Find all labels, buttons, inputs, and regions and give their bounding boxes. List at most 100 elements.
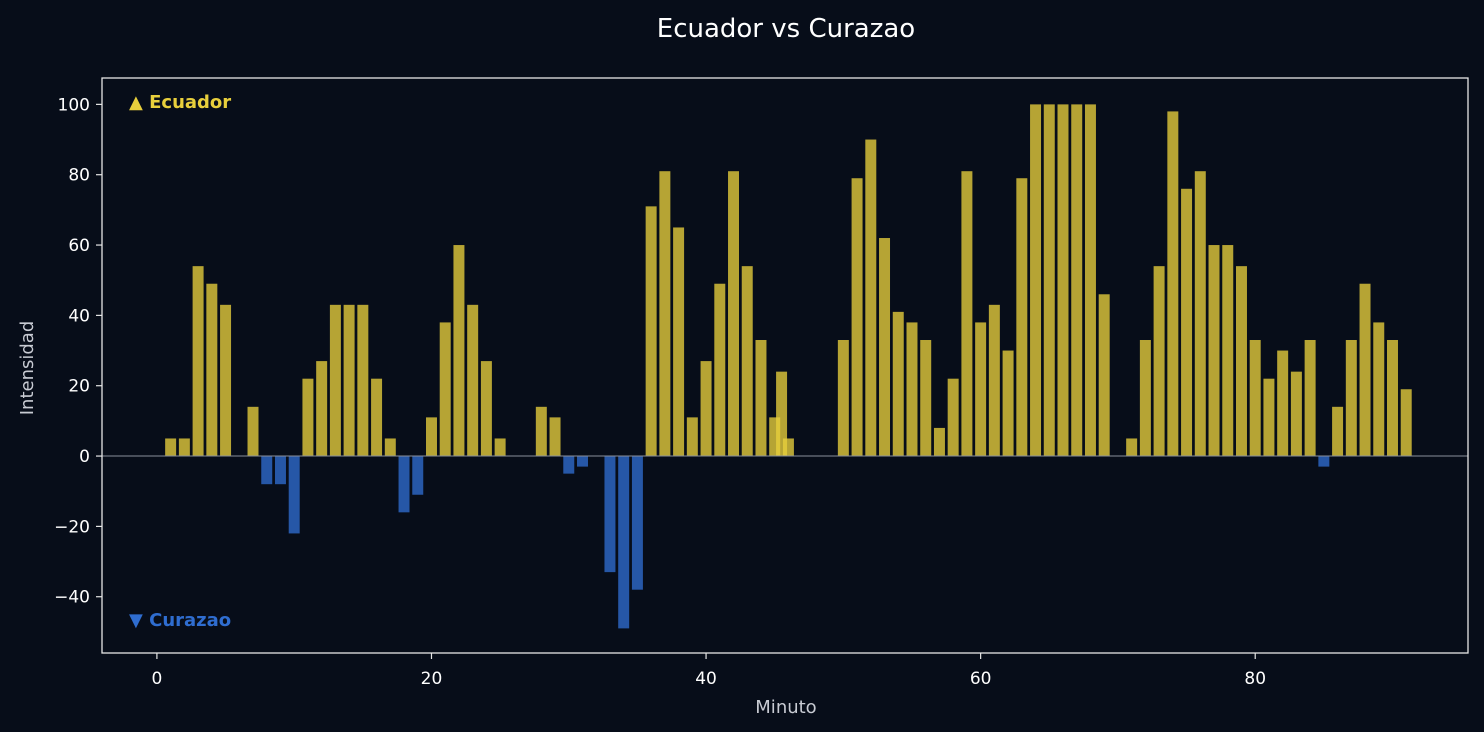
ecuador-bar [1249,340,1261,457]
y-tick-label: 0 [79,447,90,467]
curazao-bar [577,456,588,467]
chart-title: Ecuador vs Curazao [657,14,915,44]
ecuador-bar [1277,350,1289,457]
ecuador-bar [439,322,451,457]
ecuador-bar [1167,111,1179,457]
ecuador-bar [645,206,657,457]
ecuador-bar [714,283,726,457]
ecuador-bar [192,266,204,457]
ecuador-bar [933,427,945,457]
ecuador-bar [659,171,671,457]
ecuador-bar [1016,178,1028,457]
ecuador-bar [1359,283,1371,457]
ecuador-bar [343,304,355,457]
curazao-bar [563,456,575,474]
y-tick-label: 60 [68,236,90,256]
ecuador-bar [316,361,328,457]
ecuador-bar [1043,104,1055,457]
ecuador-bar [178,438,190,457]
ecuador-bar [1084,104,1096,457]
ecuador-bar [1290,371,1302,457]
bars [165,104,1412,629]
ecuador-bar [1222,245,1234,457]
ecuador-bar [1153,266,1165,457]
y-tick-label: 20 [68,377,90,397]
ecuador-bar [988,304,1000,457]
legend-ecuador: ▲ Ecuador [129,92,231,113]
ecuador-bar [165,438,177,457]
ecuador-bar [329,304,341,457]
x-tick-label: 60 [970,669,992,689]
y-tick-label: −20 [54,517,90,537]
curazao-bar [261,456,273,485]
y-tick-label: 80 [68,166,90,186]
ecuador-bar [755,340,767,457]
ecuador-bar [879,238,891,457]
ecuador-bar [769,417,781,457]
ecuador-bar [728,171,740,457]
ecuador-bar [206,283,218,457]
ecuador-bar [1139,340,1151,457]
ecuador-bar [1304,340,1316,457]
curazao-bar [1318,456,1330,467]
ecuador-bar [1071,104,1083,457]
ecuador-bar [426,417,437,457]
ecuador-bar [961,171,973,457]
ecuador-bar [480,361,492,457]
ecuador-bar [1263,378,1275,457]
ecuador-bar [837,340,849,457]
ecuador-bar [1098,294,1110,457]
ecuador-bar [535,406,547,457]
ecuador-bar [892,311,904,457]
ecuador-bar [1400,389,1412,457]
curazao-bar [412,456,424,495]
ecuador-bar [1332,406,1344,457]
ecuador-bar [1345,340,1357,457]
ecuador-bar [494,438,506,457]
curazao-bar [398,456,410,513]
y-axis-label: Intensidad [17,321,38,416]
ecuador-bar [673,227,685,457]
ecuador-bar [549,417,561,457]
ecuador-bar [906,322,918,457]
curazao-bar [274,456,286,485]
ecuador-bar [865,139,877,457]
ecuador-bar [1126,438,1138,457]
ecuador-bar [1373,322,1385,457]
ecuador-bar [920,340,932,457]
x-tick-label: 20 [421,669,443,689]
ecuador-bar [776,371,788,457]
ecuador-bar [782,438,794,457]
x-tick-label: 80 [1244,669,1266,689]
ecuador-bar [1208,245,1220,457]
ecuador-bar [453,245,465,457]
ecuador-bar [357,304,369,457]
ecuador-bar [947,378,959,457]
y-tick-label: 40 [68,306,90,326]
ecuador-bar [851,178,863,457]
ecuador-bar [247,406,259,457]
ecuador-bar [1181,188,1193,457]
curazao-bar [618,456,630,629]
ecuador-bar [1194,171,1206,457]
ecuador-bar [371,378,383,457]
x-axis-label: Minuto [755,697,816,718]
ecuador-bar [1057,104,1069,457]
ecuador-bar [741,266,753,457]
ecuador-bar [467,304,479,457]
ecuador-bar [1387,340,1398,457]
ecuador-bar [1235,266,1247,457]
curazao-bar [288,456,300,534]
ecuador-bar [302,378,314,457]
y-tick-label: 100 [58,95,90,115]
plot-area: 0 20 40 60 80 −40 −20 0 20 40 60 80 100 [54,77,1469,689]
ecuador-bar [700,361,712,457]
ecuador-bar [975,322,987,457]
y-tick-label: −40 [54,588,90,608]
curazao-bar [604,456,616,573]
y-axis-ticks: −40 −20 0 20 40 60 80 100 [54,95,102,608]
ecuador-bar [1002,350,1014,457]
plot-frame [101,77,1469,654]
ecuador-bar [1030,104,1042,457]
